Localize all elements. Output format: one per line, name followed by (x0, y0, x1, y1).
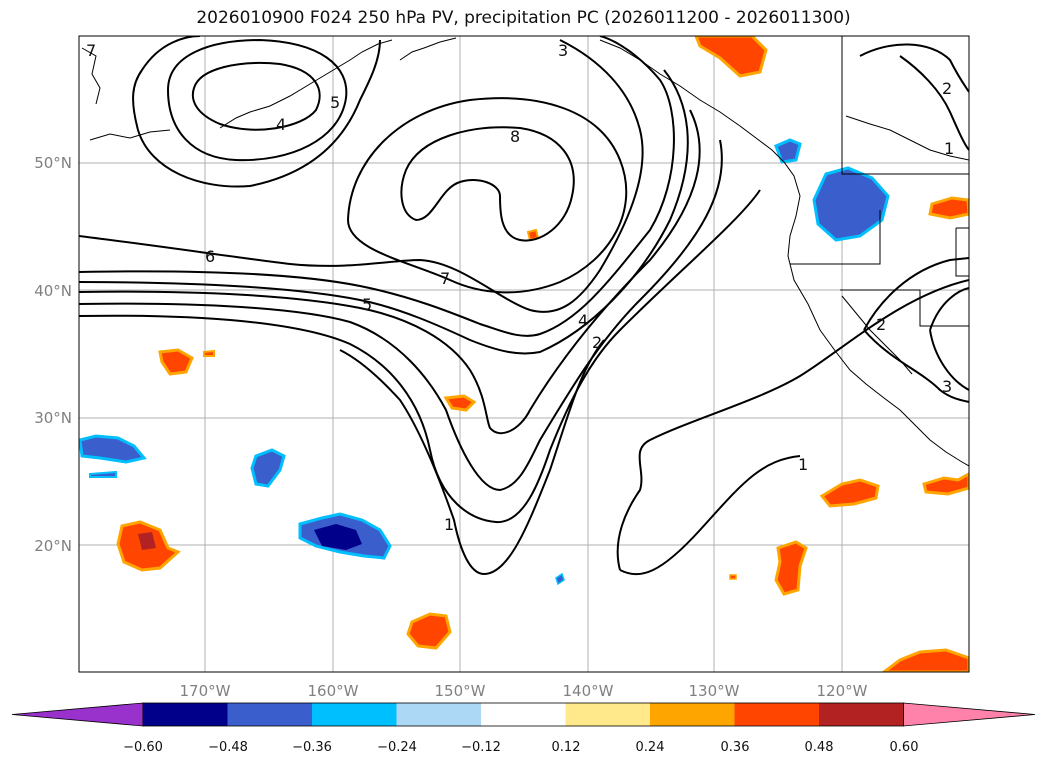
latitude-labels: 50°N 40°N 30°N 20°N (34, 154, 72, 555)
colorbar-tick-label: 0.48 (805, 740, 834, 755)
colorbar-tick-label: 0.12 (552, 740, 581, 755)
contour-label: 1 (444, 515, 454, 534)
colorbar-tick-label: 0.24 (636, 740, 665, 755)
colorbar-segment (819, 703, 904, 726)
contour-label: 1 (944, 139, 954, 158)
colorbar-tick-label: 0.36 (721, 740, 750, 755)
lat-label: 20°N (34, 537, 72, 555)
contour-label-group: 7 6 5 4 3 2 1 8 7 5 4 2 1 1 2 3 (86, 41, 954, 534)
contour-label: 3 (558, 41, 568, 60)
lat-label: 50°N (34, 154, 72, 172)
map-frame (78, 35, 970, 673)
lon-label: 120°W (817, 682, 868, 700)
map-title: 2026010900 F024 250 hPa PV, precipitatio… (196, 8, 851, 28)
colorbar-segment (227, 703, 313, 726)
colorbar-tick-label: −0.48 (208, 740, 248, 755)
contour-label: 7 (86, 41, 96, 60)
lat-label: 40°N (34, 282, 72, 300)
lon-label: 130°W (689, 682, 740, 700)
contour-label: 3 (942, 377, 952, 396)
pv-contours (79, 36, 969, 576)
contour-label: 8 (510, 127, 520, 146)
colorbar-segment (396, 703, 482, 726)
colorbar-extend-low (11, 702, 144, 727)
lon-label: 150°W (435, 682, 486, 700)
colorbar-outline (142, 702, 904, 727)
lon-label: 140°W (563, 682, 614, 700)
lat-label: 30°N (34, 409, 72, 427)
contour-label: 4 (276, 115, 286, 134)
contour-label: 7 (440, 269, 450, 288)
longitude-labels: 170°W 160°W 150°W 140°W 130°W 120°W (180, 682, 868, 700)
colorbar-segment (734, 703, 820, 726)
colorbar-tick-label: −0.24 (377, 740, 417, 755)
contour-label: 6 (205, 247, 215, 266)
contour-label: 2 (592, 333, 602, 352)
contour-label: 2 (942, 79, 952, 98)
colorbar-tick-label: −0.60 (123, 740, 163, 755)
coastlines (81, 36, 969, 467)
contour-label: 2 (876, 315, 886, 334)
colorbar-segment (143, 703, 228, 726)
colorbar-tick-label: −0.36 (292, 740, 332, 755)
colorbar-tick-label: 0.60 (890, 740, 919, 755)
colorbar-segment (650, 703, 735, 726)
colorbar-tick-label: −0.12 (461, 740, 501, 755)
colorbar-extend-high (903, 702, 1036, 727)
colorbar (11, 702, 1036, 727)
contour-label: 5 (362, 295, 372, 314)
lon-label: 160°W (308, 682, 359, 700)
contour-label: 1 (798, 455, 808, 474)
colorbar-segment (481, 703, 566, 726)
colorbar-ticks: −0.60 −0.48 −0.36 −0.24 −0.12 0.12 0.24 … (123, 740, 918, 755)
contour-label: 5 (330, 93, 340, 112)
lon-label: 170°W (180, 682, 231, 700)
precip-positive-areas (116, 36, 969, 672)
contour-label: 4 (578, 311, 588, 330)
colorbar-segment (312, 703, 397, 726)
colorbar-segment (565, 703, 651, 726)
